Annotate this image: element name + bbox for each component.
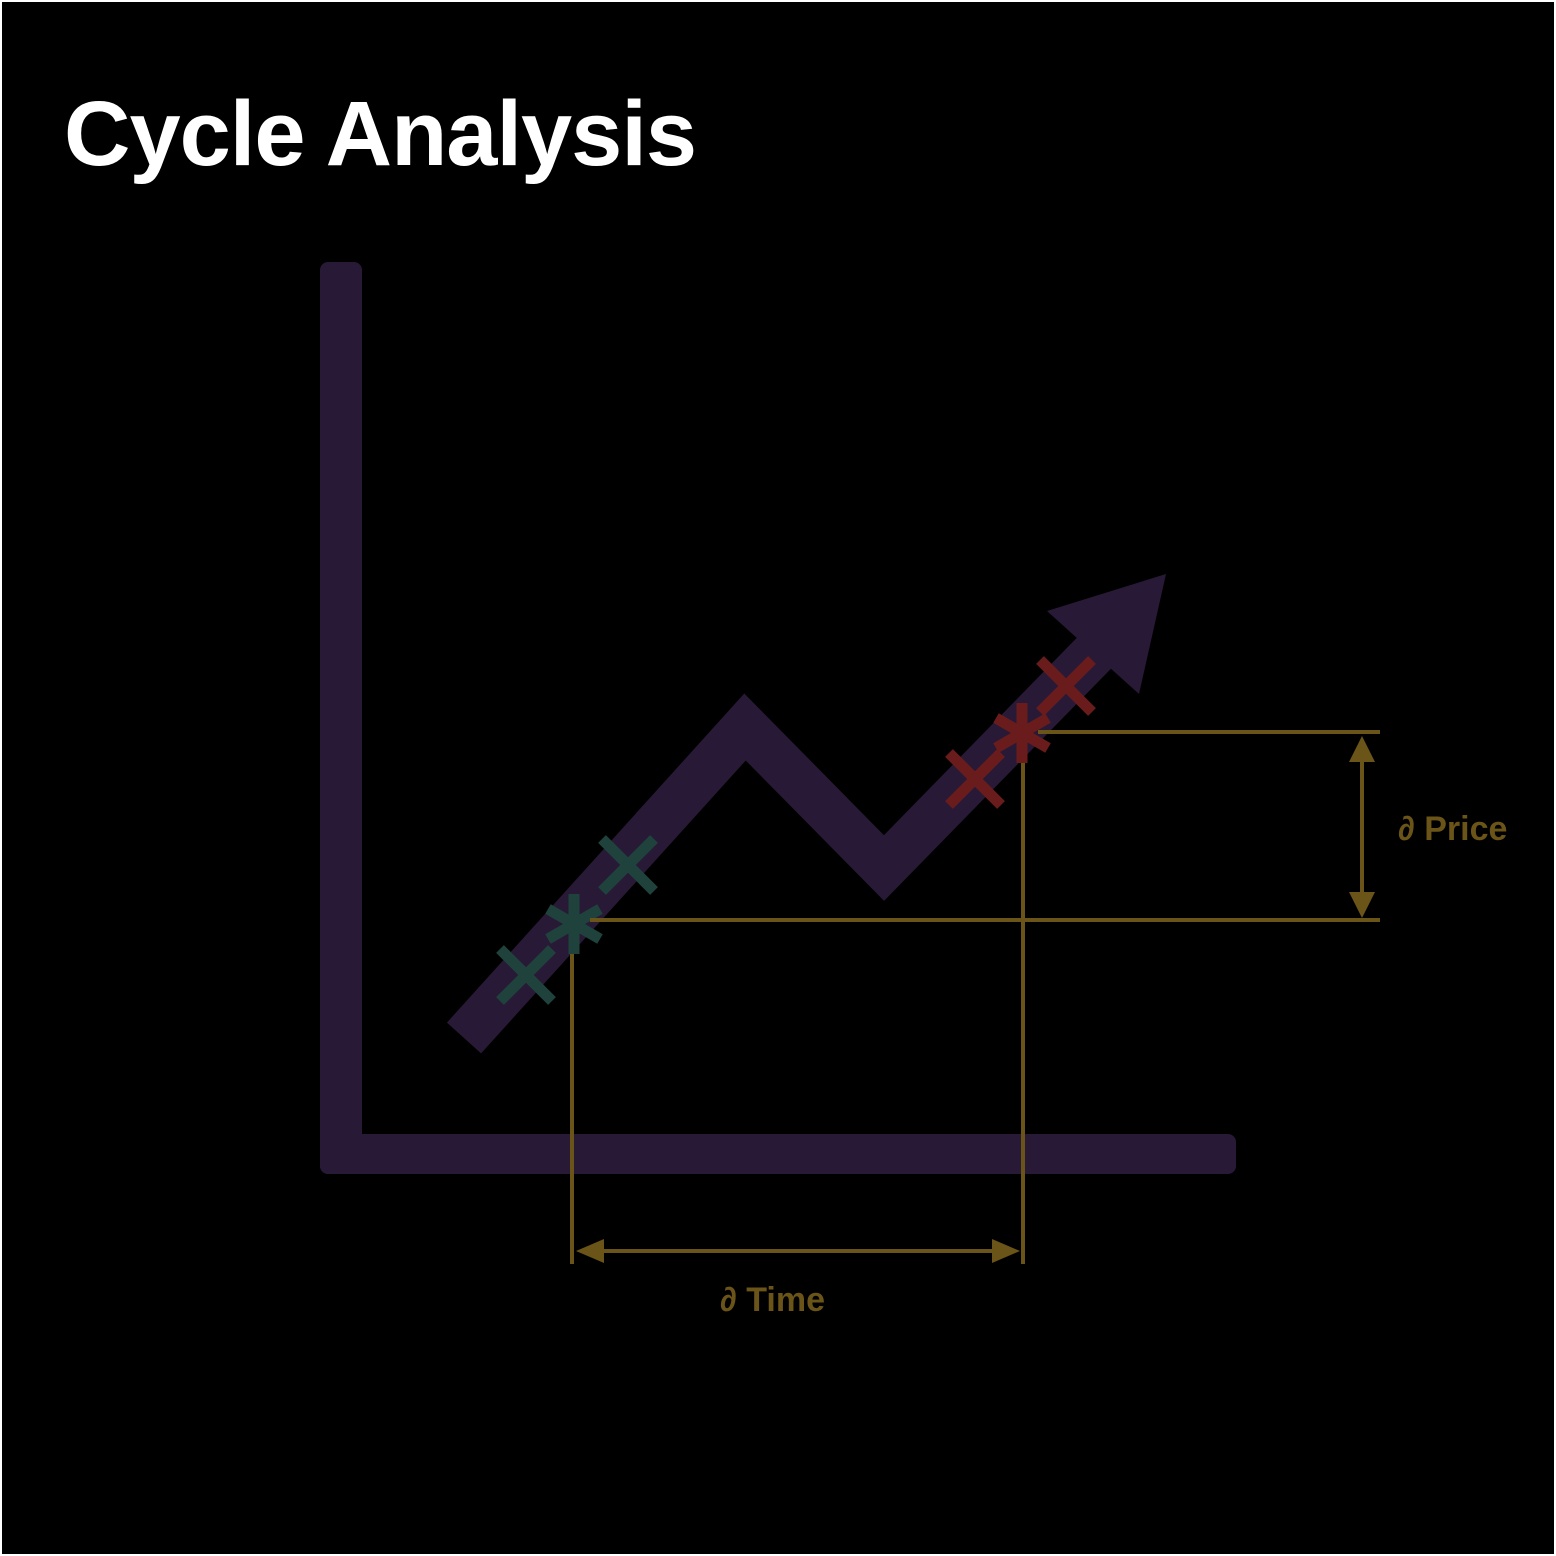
trend-arrowhead bbox=[1047, 574, 1166, 694]
x-mark-icon bbox=[1036, 656, 1096, 716]
x-mark-icon bbox=[496, 945, 556, 1005]
chart-axes-icon bbox=[320, 262, 1236, 1174]
time-arrow-right-icon bbox=[992, 1239, 1020, 1263]
trend-line bbox=[446, 630, 1117, 1054]
price-label: ∂ Price bbox=[1398, 810, 1507, 848]
price-arrow-up-icon bbox=[1349, 736, 1375, 762]
measure-guides bbox=[570, 730, 1380, 1264]
y-axis bbox=[320, 262, 362, 1174]
start-markers bbox=[496, 835, 658, 1005]
page-title: Cycle Analysis bbox=[64, 83, 697, 185]
asterisk-mark-icon bbox=[545, 894, 603, 954]
price-arrow-down-icon bbox=[1349, 892, 1375, 918]
x-mark-icon bbox=[945, 749, 1005, 809]
trend-arrow-icon bbox=[446, 574, 1166, 1054]
end-markers bbox=[945, 656, 1096, 809]
x-mark-icon bbox=[598, 835, 658, 895]
measure-arrowheads bbox=[576, 736, 1375, 1263]
time-arrow-left-icon bbox=[576, 1239, 604, 1263]
time-label: ∂ Time bbox=[720, 1281, 825, 1319]
x-axis bbox=[320, 1134, 1236, 1174]
asterisk-mark-icon bbox=[993, 703, 1051, 763]
